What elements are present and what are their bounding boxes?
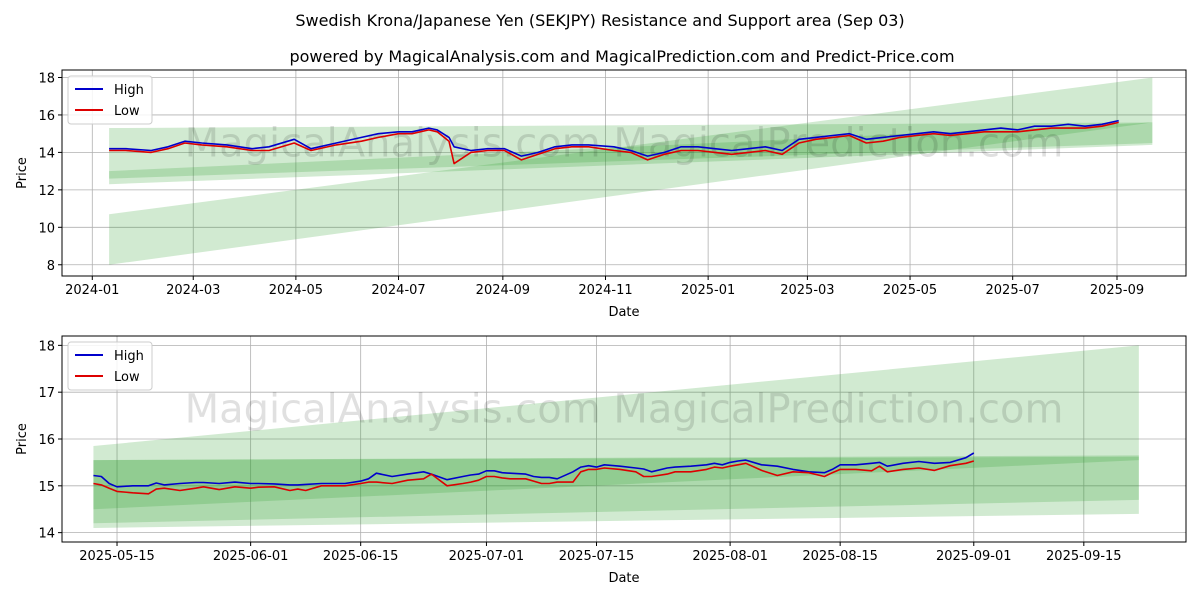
series-line-high [109, 119, 1119, 157]
x-tick-label: 2025-07-01 [449, 549, 525, 564]
chart-title: Swedish Krona/Japanese Yen (SEKJPY) Resi… [295, 11, 904, 30]
x-tick-label: 2025-08-01 [692, 549, 768, 564]
x-tick-label: 2025-09-15 [1046, 549, 1122, 564]
support-resistance-band [93, 456, 1139, 524]
watermark: MagicalAnalysis.com MagicalPrediction.co… [185, 387, 1064, 433]
x-tick-label: 2025-06-01 [213, 549, 289, 564]
x-tick-label: 2025-09 [1090, 283, 1144, 298]
legend: High Low [67, 341, 153, 391]
plot-frame [61, 69, 1187, 277]
x-tick-label: 2025-01 [681, 283, 735, 298]
chart-subtitle: powered by MagicalAnalysis.com and Magic… [289, 47, 954, 66]
panel-recent-zoom: MagicalAnalysis.com MagicalPrediction.co… [15, 335, 1187, 586]
legend-label-high: High [114, 349, 144, 364]
legend-label-low: Low [114, 370, 140, 385]
y-axis-label: Price [15, 157, 30, 189]
series-line-high [93, 452, 975, 488]
y-axis-label: Price [15, 423, 30, 455]
y-tick-label: 10 [38, 221, 55, 236]
legend-label-high: High [114, 83, 144, 98]
x-tick-label: 2024-03 [166, 283, 220, 298]
y-tick-label: 8 [47, 259, 55, 274]
x-tick-label: 2024-11 [578, 283, 632, 298]
watermark: MagicalAnalysis.com MagicalPrediction.co… [185, 121, 1064, 167]
y-tick-label: 16 [38, 433, 55, 448]
x-axis-label: Date [608, 571, 639, 586]
support-resistance-band [93, 455, 1139, 510]
y-tick-label: 18 [38, 339, 55, 354]
x-tick-label: 2025-03 [780, 283, 834, 298]
legend-label-low: Low [114, 104, 140, 119]
x-tick-label: 2025-07 [986, 283, 1040, 298]
x-tick-label: 2025-06-15 [323, 549, 399, 564]
x-tick-label: 2024-05 [269, 283, 323, 298]
panel-full-history: MagicalAnalysis.com MagicalPrediction.co… [15, 69, 1187, 320]
x-tick-label: 2025-07-15 [559, 549, 635, 564]
x-tick-label: 2025-05-15 [79, 549, 155, 564]
y-tick-label: 14 [38, 527, 55, 542]
support-resistance-band [109, 77, 1153, 265]
series-line-low [93, 460, 975, 495]
plot-area: MagicalAnalysis.com MagicalPrediction.co… [93, 345, 1139, 528]
support-resistance-band [109, 122, 1153, 185]
y-tick-label: 12 [38, 184, 55, 199]
x-tick-label: 2025-09-01 [936, 549, 1012, 564]
x-tick-label: 2024-09 [476, 283, 530, 298]
x-tick-label: 2024-07 [371, 283, 425, 298]
x-tick-label: 2025-08-15 [802, 549, 878, 564]
x-tick-label: 2024-01 [65, 283, 119, 298]
y-tick-label: 14 [38, 146, 55, 161]
plot-area: MagicalAnalysis.com MagicalPrediction.co… [109, 77, 1153, 265]
y-tick-label: 16 [38, 109, 55, 124]
y-tick-label: 18 [38, 71, 55, 86]
y-tick-label: 17 [38, 386, 55, 401]
series-line-low [109, 121, 1119, 165]
y-tick-label: 15 [38, 480, 55, 495]
x-axis-label: Date [608, 305, 639, 320]
x-tick-label: 2025-05 [883, 283, 937, 298]
legend: High Low [67, 75, 153, 125]
